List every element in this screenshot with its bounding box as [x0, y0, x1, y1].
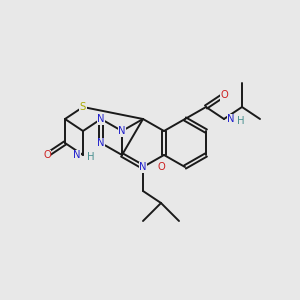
Text: N: N: [227, 114, 235, 124]
Text: H: H: [88, 152, 95, 161]
Text: O: O: [157, 162, 165, 172]
Text: N: N: [118, 126, 126, 136]
Text: O: O: [43, 150, 51, 160]
Text: O: O: [220, 90, 228, 100]
Text: N: N: [139, 162, 147, 172]
Text: N: N: [97, 138, 105, 148]
Text: N: N: [118, 126, 126, 136]
Text: S: S: [80, 102, 86, 112]
Text: H: H: [237, 116, 244, 125]
Text: N: N: [97, 114, 105, 124]
Text: N: N: [73, 150, 80, 160]
